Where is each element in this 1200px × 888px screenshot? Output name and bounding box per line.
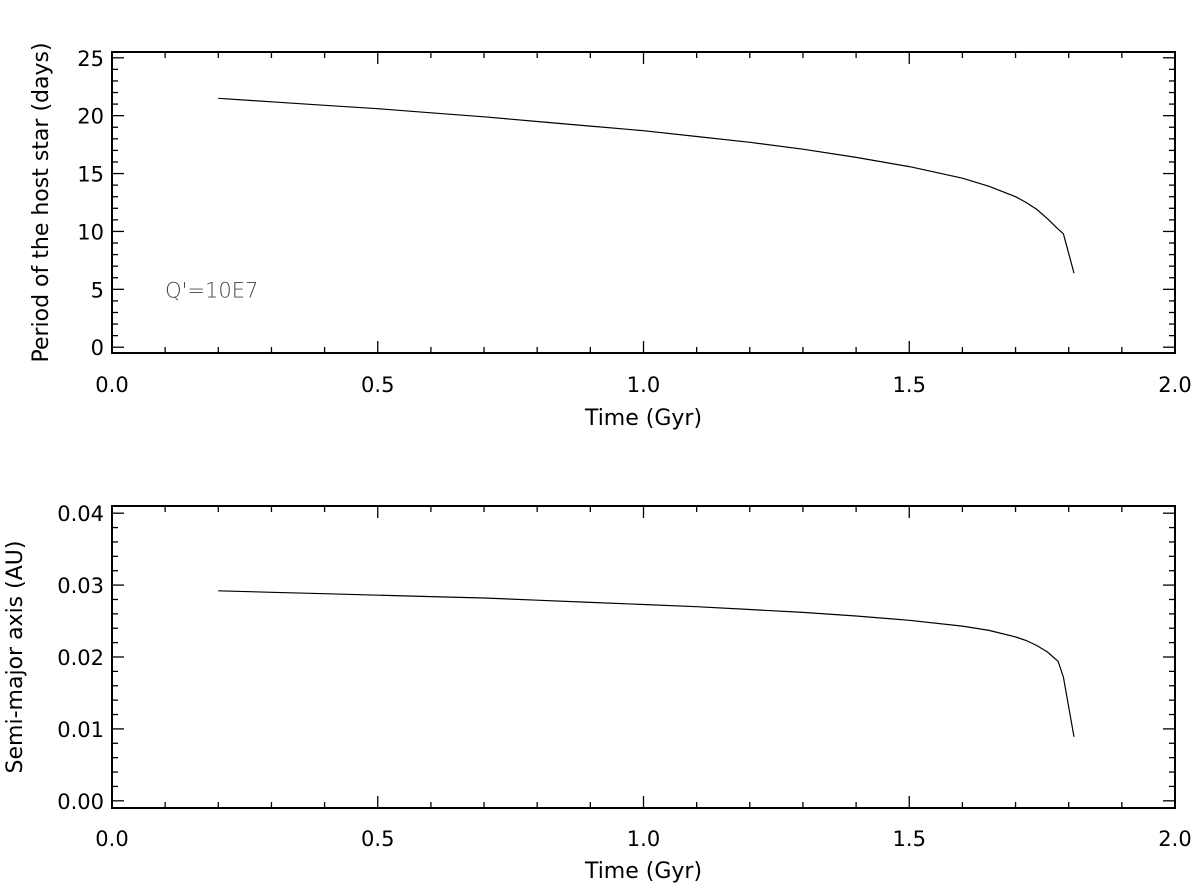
y-tick-label: 0.00 xyxy=(57,790,104,814)
x-tick-label: 0.0 xyxy=(95,827,128,851)
y-axis-title: Period of the host star (days) xyxy=(29,42,54,362)
y-tick-label: 0.01 xyxy=(57,718,104,742)
x-tick-label: 0.5 xyxy=(361,373,394,397)
series-line xyxy=(218,590,1075,737)
y-tick-label: 0.03 xyxy=(57,574,104,598)
period-panel: 0.0 0.5 1.0 1.5 2.0 0 5 10 15 20 25 Time (Gyr) Perio… xyxy=(29,42,1192,431)
plot-frame xyxy=(111,505,1176,809)
semi-major-axis-panel: 0.0 0.5 1.0 1.5 2.0 0.00 0.01 0.02 0.03 0.04 Time … xyxy=(3,502,1192,884)
series-line xyxy=(218,97,1075,274)
x-tick-label: 2.0 xyxy=(1158,373,1191,397)
x-tick-label: 0.5 xyxy=(361,827,394,851)
y-tick-label: 5 xyxy=(91,278,104,302)
x-tick-label: 2.0 xyxy=(1158,827,1191,851)
x-tick-label: 1.0 xyxy=(627,827,660,851)
y-tick-label: 15 xyxy=(77,163,104,187)
y-tick-label: 0 xyxy=(91,336,104,360)
plot-frame xyxy=(111,51,1176,354)
x-tick-label: 0.0 xyxy=(95,373,128,397)
y-tick-label: 0.02 xyxy=(57,646,104,670)
x-axis-title: Time (Gyr) xyxy=(584,859,702,884)
x-axis-title: Time (Gyr) xyxy=(584,406,702,431)
q-annotation: Q'=10E7 xyxy=(165,278,258,302)
x-tick-label: 1.5 xyxy=(893,827,926,851)
y-tick-label: 10 xyxy=(77,220,104,244)
y-tick-label: 25 xyxy=(77,47,104,71)
x-tick-label: 1.0 xyxy=(627,373,660,397)
y-tick-label: 20 xyxy=(77,105,104,129)
y-tick-label: 0.04 xyxy=(57,502,104,526)
y-axis-title: Semi-major axis (AU) xyxy=(3,541,28,774)
x-tick-label: 1.5 xyxy=(893,373,926,397)
